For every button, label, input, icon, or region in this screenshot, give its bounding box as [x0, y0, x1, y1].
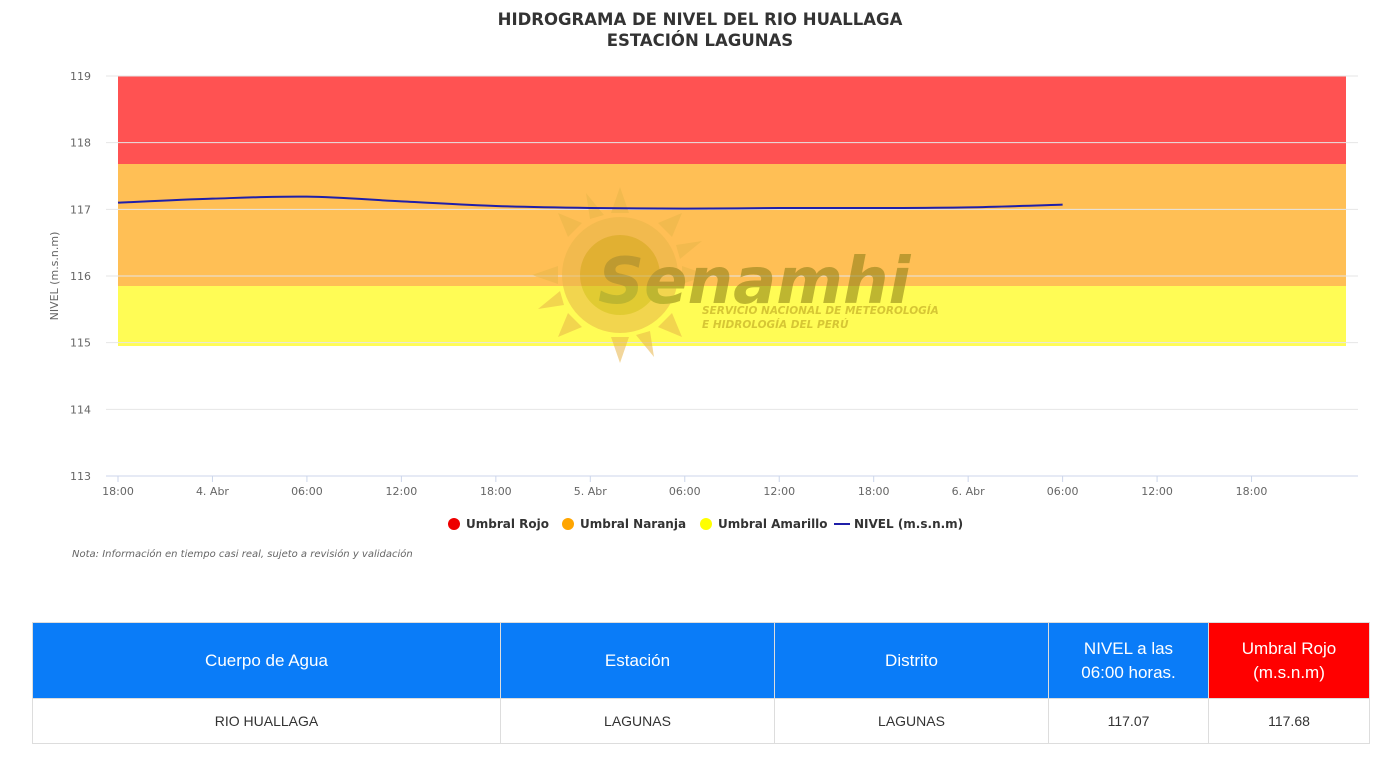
header-level-label: NIVEL a las 06:00 horas. [1081, 638, 1176, 682]
watermark-brand: Senamhi [598, 245, 912, 319]
series-layer [117, 195, 1063, 210]
y-axis-ticks: 113 114 115 116 117 118 119 [70, 70, 91, 483]
y-tick-label: 118 [70, 137, 91, 150]
legend-marker [562, 518, 574, 530]
x-axis-ticks: 18:00 4. Abr 06:00 12:00 18:00 5. Abr 06:00 12:… [102, 476, 1267, 498]
x-tick-label: 18:00 [480, 485, 512, 498]
chart-legend: Umbral Rojo Umbral Naranja Umbral Amarillo… [448, 517, 963, 531]
legend-label: Umbral Naranja [580, 517, 686, 531]
cell-district: LAGUNAS [774, 698, 1049, 744]
y-tick-label: 115 [70, 337, 91, 350]
cell-red-threshold: 117.68 [1208, 698, 1370, 744]
header-station-label: Estación [604, 650, 671, 670]
y-tick-label: 117 [70, 203, 91, 216]
watermark-line1: SERVICIO NACIONAL DE METEOROLOGÍA [702, 304, 939, 317]
x-tick-label: 12:00 [386, 485, 418, 498]
legend-item[interactable]: NIVEL (m.s.n.m) [834, 517, 963, 531]
band-2 [118, 286, 1346, 346]
header-red-threshold-label: Umbral Rojo (m.s.n.m) [1241, 638, 1337, 682]
cell-level: 117.07 [1048, 698, 1209, 744]
header-level: NIVEL a las 06:00 horas. [1048, 622, 1209, 699]
legend-label: Umbral Amarillo [718, 517, 828, 531]
watermark-line2: E HIDROLOGÍA DEL PERÚ [702, 318, 849, 331]
header-district-label: Distrito [885, 650, 938, 670]
x-tick-label: 06:00 [1047, 485, 1079, 498]
chart-title: HIDROGRAMA DE NIVEL DEL RIO HUALLAGA [498, 10, 903, 29]
legend-marker [448, 518, 460, 530]
x-tick-label: 06:00 [291, 485, 323, 498]
legend-label: NIVEL (m.s.n.m) [854, 517, 963, 531]
station-summary-table: Cuerpo de Agua Estación Distrito NIVEL a… [32, 622, 1370, 744]
header-water-body: Cuerpo de Agua [32, 622, 501, 699]
legend-marker [700, 518, 712, 530]
band-0 [118, 76, 1346, 164]
header-red-threshold: Umbral Rojo (m.s.n.m) [1208, 622, 1370, 699]
x-tick-label: 6. Abr [952, 485, 985, 498]
legend-item[interactable]: Umbral Rojo [448, 517, 549, 531]
header-water-body-label: Cuerpo de Agua [205, 650, 328, 670]
y-tick-label: 116 [70, 270, 91, 283]
y-tick-label: 114 [70, 403, 91, 416]
y-tick-label: 113 [70, 470, 91, 483]
threshold-bands [118, 76, 1346, 346]
legend-label: Umbral Rojo [466, 517, 549, 531]
x-tick-label: 12:00 [1141, 485, 1173, 498]
sun-logo-icon [532, 187, 708, 363]
x-tick-label: 5. Abr [574, 485, 607, 498]
header-station: Estación [500, 622, 775, 699]
x-tick-label: 12:00 [763, 485, 795, 498]
legend-item[interactable]: Umbral Naranja [562, 517, 686, 531]
y-tick-label: 119 [70, 70, 91, 83]
x-tick-label: 18:00 [858, 485, 890, 498]
senamhi-watermark: Senamhi SERVICIO NACIONAL DE METEOROLOGÍ… [532, 187, 939, 363]
hydrograph-chart: HIDROGRAMA DE NIVEL DEL RIO HUALLAGA EST… [48, 10, 1358, 560]
x-tick-label: 4. Abr [196, 485, 229, 498]
series-line-0 [117, 195, 1063, 210]
table-row: RIO HUALLAGA LAGUNAS LAGUNAS 117.07 117.… [32, 698, 1370, 744]
x-tick-label: 18:00 [102, 485, 134, 498]
x-tick-label: 06:00 [669, 485, 701, 498]
band-1 [118, 164, 1346, 286]
cell-water-body: RIO HUALLAGA [32, 698, 501, 744]
cell-station: LAGUNAS [500, 698, 775, 744]
x-tick-label: 18:00 [1236, 485, 1268, 498]
y-axis-label: NIVEL (m.s.n.m) [48, 232, 61, 321]
header-district: Distrito [774, 622, 1049, 699]
table-header-row: Cuerpo de Agua Estación Distrito NIVEL a… [32, 622, 1370, 699]
chart-subtitle: ESTACIÓN LAGUNAS [607, 31, 793, 50]
chart-note: Nota: Información en tiempo casi real, s… [72, 548, 413, 560]
legend-item[interactable]: Umbral Amarillo [700, 517, 828, 531]
